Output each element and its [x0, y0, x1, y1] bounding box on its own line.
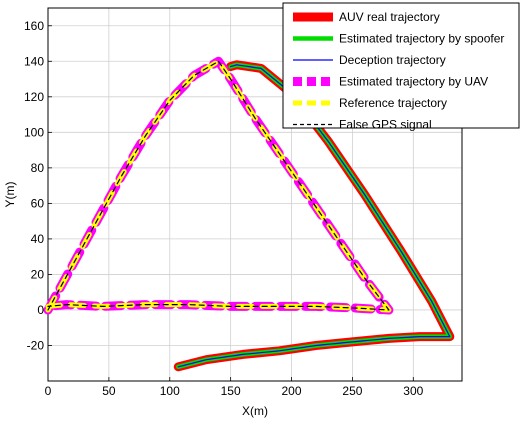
legend-box	[282, 2, 520, 129]
legend-label-1: Estimated trajectory by spoofer	[339, 32, 504, 46]
x-tick-label: 250	[342, 384, 362, 398]
x-axis-label: X(m)	[242, 404, 268, 418]
x-tick-label: 200	[282, 384, 302, 398]
y-tick-label: -20	[27, 338, 45, 352]
y-tick-label: 120	[24, 90, 44, 104]
axis-ticks: 0 50 100 150 200 250 300 -20 0 20 40 60 80 100 120 140 1…	[24, 19, 424, 398]
legend-label-2: Deception trajectory	[339, 53, 446, 67]
y-tick-label: 160	[24, 19, 44, 33]
y-tick-label: 60	[31, 196, 45, 210]
y-tick-label: 100	[24, 125, 44, 139]
y-axis-label: Y(m)	[3, 182, 17, 208]
series-line-5	[47, 60, 390, 311]
legend-label-3: Estimated trajectory by UAV	[339, 75, 488, 89]
legend-label-0: AUV real trajectory	[339, 10, 440, 24]
legend-label-4: Reference trajectory	[339, 96, 447, 110]
legend-label-5: False GPS signal	[339, 118, 432, 132]
x-tick-label: 50	[102, 384, 116, 398]
legend: AUV real trajectory Estimated trajectory …	[282, 2, 520, 132]
plot-area	[47, 7, 463, 382]
y-tick-label: 80	[31, 161, 45, 175]
x-tick-label: 300	[403, 384, 423, 398]
x-tick-label: 150	[221, 384, 241, 398]
y-tick-label: 140	[24, 54, 44, 68]
y-tick-label: 40	[31, 232, 45, 246]
x-tick-label: 0	[45, 384, 52, 398]
y-tick-label: 0	[37, 303, 44, 317]
x-tick-label: 100	[160, 384, 180, 398]
y-tick-label: 20	[31, 267, 45, 281]
